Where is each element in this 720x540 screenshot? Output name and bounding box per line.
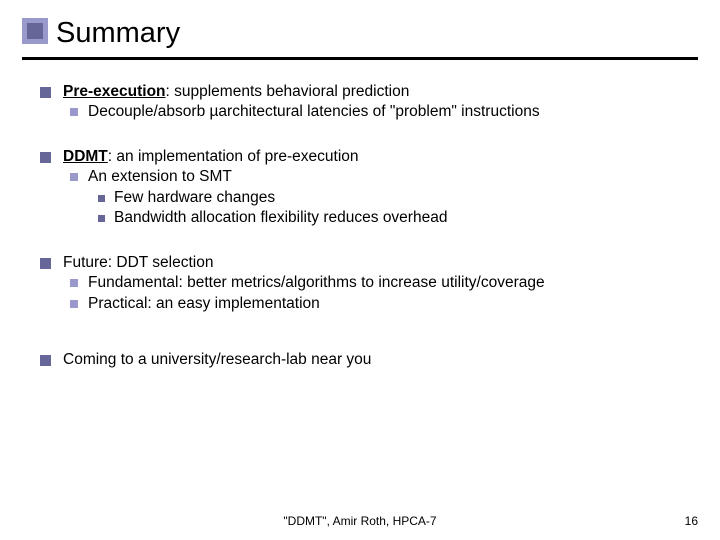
square-bullet-icon	[40, 355, 51, 366]
lead-word: DDMT	[63, 148, 108, 165]
rest-text: : an implementation of pre-execution	[108, 148, 359, 165]
bullet-text: Few hardware changes	[114, 188, 690, 208]
title-accent-inner	[27, 23, 43, 39]
square-bullet-icon	[70, 108, 78, 116]
square-bullet-icon	[70, 173, 78, 181]
bullet-lvl1: Coming to a university/research-lab near…	[40, 350, 690, 370]
title-region: Summary	[22, 18, 698, 50]
square-bullet-icon	[70, 300, 78, 308]
bullet-lvl2: Practical: an easy implementation	[40, 294, 690, 314]
square-bullet-icon	[40, 152, 51, 163]
bullet-text: Coming to a university/research-lab near…	[63, 350, 690, 370]
square-bullet-icon	[70, 279, 78, 287]
bullet-lvl1: DDMT: an implementation of pre-execution	[40, 147, 690, 167]
bullet-text: An extension to SMT	[88, 167, 690, 187]
bullet-text: Bandwidth allocation flexibility reduces…	[114, 208, 690, 228]
square-bullet-icon	[40, 87, 51, 98]
bullet-lvl2: Decouple/absorb µarchitectural latencies…	[40, 102, 690, 122]
bullet-group-1: Pre-execution: supplements behavioral pr…	[40, 82, 690, 123]
square-bullet-icon	[98, 215, 105, 222]
bullet-group-4: Coming to a university/research-lab near…	[40, 350, 690, 370]
slide-title: Summary	[22, 18, 698, 50]
bullet-lvl1: Future: DDT selection	[40, 253, 690, 273]
bullet-text: Pre-execution: supplements behavioral pr…	[63, 82, 690, 102]
bullet-lvl1: Pre-execution: supplements behavioral pr…	[40, 82, 690, 102]
square-bullet-icon	[40, 258, 51, 269]
rest-text: : supplements behavioral prediction	[166, 83, 410, 100]
bullet-lvl3: Bandwidth allocation flexibility reduces…	[40, 208, 690, 228]
bullet-text: Decouple/absorb µarchitectural latencies…	[88, 102, 690, 122]
bullet-text: DDMT: an implementation of pre-execution	[63, 147, 690, 167]
bullet-lvl2: An extension to SMT	[40, 167, 690, 187]
footer-text: "DDMT", Amir Roth, HPCA-7	[0, 514, 720, 528]
bullet-lvl2: Fundamental: better metrics/algorithms t…	[40, 273, 690, 293]
bullet-text: Fundamental: better metrics/algorithms t…	[88, 273, 690, 293]
square-bullet-icon	[98, 195, 105, 202]
bullet-group-3: Future: DDT selection Fundamental: bette…	[40, 253, 690, 314]
bullet-text: Future: DDT selection	[63, 253, 690, 273]
bullet-lvl3: Few hardware changes	[40, 188, 690, 208]
lead-word: Pre-execution	[63, 83, 166, 100]
title-underline	[22, 57, 698, 60]
bullet-text: Practical: an easy implementation	[88, 294, 690, 314]
page-number: 16	[685, 514, 698, 528]
slide-body: Pre-execution: supplements behavioral pr…	[40, 82, 690, 395]
slide: Summary Pre-execution: supplements behav…	[0, 0, 720, 540]
bullet-group-2: DDMT: an implementation of pre-execution…	[40, 147, 690, 229]
